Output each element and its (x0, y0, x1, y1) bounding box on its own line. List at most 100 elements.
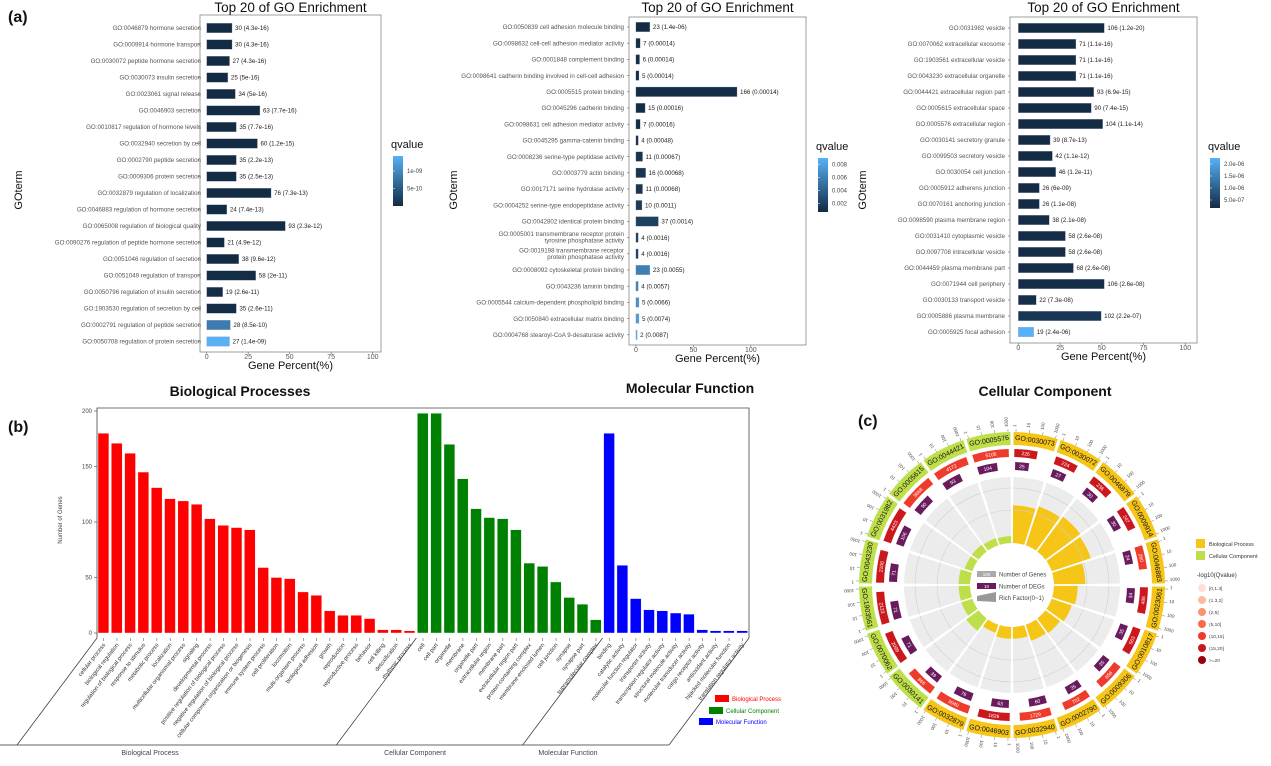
bar-row: GO:0002790 peptide secretion 35 (2.2e-13) (117, 155, 273, 165)
rich-factor-bar (983, 538, 999, 551)
genes-count: 260 (1137, 553, 1145, 563)
bar-value-label: 38 (2.1e-08) (1052, 217, 1086, 224)
x-axis-title: Gene Percent(%) (675, 353, 760, 365)
term-label: GO:0031410 cytoplasmic vesicle (915, 233, 1006, 240)
qvalue-legend-dot (1198, 632, 1206, 640)
scale-tick-label: 1 (957, 734, 963, 738)
category-legend: Biological Process Cellular Component (1196, 539, 1258, 560)
term-label: GO:0003779 actin binding (552, 170, 624, 177)
bar (206, 155, 237, 165)
genes-bar (1014, 449, 1038, 460)
gene-count: 35 (239, 306, 246, 313)
bar (190, 504, 203, 634)
scale-tick-label: 1000 (1163, 626, 1174, 634)
bar-row: GO:0005615 extracellular space 90 (7.4e-1… (916, 103, 1128, 113)
q-value: 2.6e-11 (250, 306, 271, 313)
genes-bar (883, 508, 907, 544)
bar-value-label: 22 (7.3e-08) (1039, 297, 1073, 304)
term-label: GO:0005576 extracellular region (916, 121, 1006, 128)
bar (1018, 55, 1077, 65)
bar-value-label: 35 (2.5e-13) (239, 174, 273, 181)
bar-value-label: 58 (2.6e-08) (1068, 249, 1102, 256)
genes-count: 4172 (945, 463, 958, 474)
rich-factor-bar (958, 585, 972, 601)
scale-tick (876, 508, 879, 510)
term-label: GO:0019198 transmembrane receptor (519, 247, 624, 254)
gene-count: 5 (642, 300, 646, 307)
degs-bar (896, 525, 912, 547)
gene-count: 34 (238, 91, 245, 98)
gene-count: 38 (1052, 217, 1059, 224)
bar-row: GO:0009914 hormone transport 30 (4.3e-16) (113, 39, 269, 50)
scale-tick-label: 1000 (1170, 577, 1181, 582)
bar-value-label: 93 (2.3e-12) (288, 223, 322, 230)
bar-row: GO:0097708 intracellular vesicle 58 (2.6e… (916, 247, 1102, 257)
gene-count: 71 (1079, 57, 1086, 64)
center-hole (971, 544, 1053, 626)
q-value: 9.6e-12 (253, 256, 275, 263)
term-label: GO:0030133 transport vesicle (923, 297, 1006, 304)
q-value: 1.1e-16 (1090, 73, 1112, 80)
qvalue-legend-dot (1198, 584, 1206, 592)
genes-bar (1137, 587, 1148, 615)
bar (635, 151, 643, 162)
bar-row: GO:0090276 regulation of peptide hormone… (55, 237, 261, 248)
gene-count: 26 (1042, 185, 1049, 192)
q-value: 4.3e-16 (246, 25, 268, 32)
scale-tick-label: 1 (1170, 585, 1173, 590)
q-value: 2.6e-08 (1079, 249, 1101, 256)
gene-count: 7 (643, 121, 647, 128)
bar-row: GO:0065008 regulation of biological qual… (83, 221, 322, 231)
category-legend: Biological Process Cellular Component Mole… (699, 695, 781, 726)
colorbar-tick-label: 1.5e-06 (1224, 174, 1245, 180)
bar-value-label: 68 (2.6e-08) (1076, 265, 1110, 272)
bar-row: GO:0098641 cadherin binding involved in … (461, 70, 674, 81)
gene-count: 4 (641, 251, 645, 258)
chart-title: Top 20 of GO Enrichment (214, 0, 367, 15)
scale-tick-label: 1000 (906, 451, 916, 462)
x-tick-label: 25 (244, 354, 252, 361)
scale-tick (959, 437, 962, 441)
term-label: GO:1903530 regulation of secretion by ce… (84, 306, 201, 313)
bar-row: GO:0046879 hormone secretion 30 (4.3e-16) (113, 23, 269, 33)
bar-value-label: 102 (2.2e-07) (1104, 313, 1141, 320)
bar (536, 566, 549, 634)
bar (483, 517, 495, 634)
sector-separator (909, 597, 973, 620)
sector-separator (1045, 609, 1100, 650)
bar-row: GO:0004768 stearoyl-CoA 9-desaturase act… (493, 329, 668, 340)
bar (1018, 39, 1077, 49)
bar-row: GO:0050796 regulation of insulin secreti… (84, 287, 259, 297)
scale-tick-label: 1 (1012, 424, 1017, 427)
gene-count: 11 (646, 154, 653, 161)
degs-count: 60 (1034, 698, 1041, 705)
bar (683, 613, 695, 634)
scale-tick-label: 100 (1077, 727, 1085, 736)
gene-count: 7 (643, 40, 647, 47)
legend-label: Biological Process (1209, 542, 1254, 548)
x-tick-label: 100 (1179, 345, 1191, 352)
sector-separator (1036, 618, 1077, 673)
scale-tick-label: 10 (975, 425, 981, 431)
term-label: GO:0005544 calcium-dependent phospholipi… (476, 300, 624, 307)
q-value: 7.7e-16 (274, 108, 296, 115)
scale-tick-label: 100 (861, 650, 870, 658)
bar-row: GO:0031982 vesicle 106 (1.2e-20) (949, 23, 1145, 33)
bar-value-label: 24 (7.4e-13) (230, 207, 264, 214)
genes-count: 2099 (889, 641, 900, 654)
gene-count: 106 (1107, 25, 1118, 32)
scale-tick-label: 1000 (844, 588, 855, 593)
scale-tick (1124, 688, 1128, 691)
genes-bar (885, 630, 908, 664)
scale-tick-label: 1 (962, 430, 968, 434)
bar (206, 23, 233, 33)
scale-tick-label: 100 (929, 722, 937, 731)
go-id-band (966, 718, 1011, 738)
degs-bar (1082, 487, 1099, 503)
bar-value-label: 5 (0.0066) (642, 300, 670, 307)
bar (635, 103, 646, 113)
term-label: GO:0098632 cell-cell adhesion mediator a… (493, 40, 625, 47)
scale-tick-label: 100 (849, 551, 858, 557)
bar-value-label: 4 (0.0057) (641, 283, 669, 290)
